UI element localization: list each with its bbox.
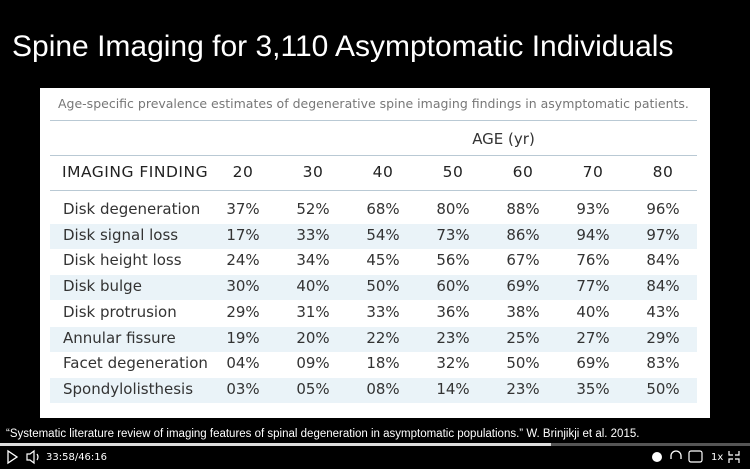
settings-button[interactable] — [652, 452, 662, 462]
time-display: 33:58/46:16 — [46, 452, 108, 463]
table-cell: 50% — [646, 379, 680, 398]
table-cell: 50% — [506, 354, 540, 373]
column-header: 50 — [442, 163, 464, 181]
table-cell: 33% — [296, 225, 330, 244]
column-header: 60 — [512, 163, 534, 181]
table-cell: 69% — [506, 277, 540, 296]
table-cell: 77% — [576, 277, 610, 296]
table-cell: 73% — [436, 225, 470, 244]
rule — [50, 190, 697, 191]
table-cell: 25% — [506, 328, 540, 347]
table-cell: 32% — [436, 354, 470, 373]
table-cell: 76% — [576, 251, 610, 270]
table-cell: 93% — [576, 200, 610, 218]
table-cell: 84% — [646, 251, 680, 270]
row-label: Spondylolisthesis — [63, 379, 194, 398]
row-band — [50, 377, 697, 403]
table-cell: 36% — [436, 302, 470, 321]
row-band — [50, 275, 697, 301]
column-header: IMAGING FINDING — [62, 163, 209, 181]
rule — [50, 155, 697, 156]
row-label: Disk protrusion — [63, 302, 177, 321]
table-cell: 17% — [226, 225, 260, 244]
audio-button[interactable] — [670, 450, 682, 459]
table-cell: 96% — [646, 200, 680, 218]
table-cell: 50% — [366, 277, 400, 296]
table-cell: 88% — [506, 200, 540, 218]
table-cell: 29% — [226, 302, 260, 321]
table-cell: 04% — [226, 354, 260, 373]
table-cell: 52% — [296, 200, 330, 218]
table-cell: 68% — [366, 200, 400, 218]
table-cell: 29% — [646, 328, 680, 347]
table-cell: 40% — [296, 277, 330, 296]
column-header: 40 — [372, 163, 394, 181]
row-band — [50, 223, 697, 249]
table-cell: 83% — [646, 354, 680, 373]
table-cell: 37% — [226, 200, 260, 218]
table-cell: 05% — [296, 379, 330, 398]
table-cell: 43% — [646, 302, 680, 321]
group-header: AGE (yr) — [472, 130, 535, 148]
table-cell: 33% — [366, 302, 400, 321]
table-cell: 40% — [576, 302, 610, 321]
citation: “Systematic literature review of imaging… — [6, 428, 640, 440]
table-cell: 23% — [436, 328, 470, 347]
table-cell: 38% — [506, 302, 540, 321]
rule — [50, 120, 697, 121]
table-cell: 60% — [436, 277, 470, 296]
row-label: Annular fissure — [63, 328, 176, 347]
table-cell: 67% — [506, 251, 540, 270]
column-header: 30 — [302, 163, 324, 181]
slide-title: Spine Imaging for 3,110 Asymptomatic Ind… — [12, 30, 674, 63]
table-cell: 97% — [646, 225, 680, 244]
table-cell: 56% — [436, 251, 470, 270]
table-cell: 18% — [366, 354, 400, 373]
progress-played — [0, 443, 551, 446]
table-cell: 31% — [296, 302, 330, 321]
table-cell: 03% — [226, 379, 260, 398]
column-header: 20 — [232, 163, 254, 181]
table-cell: 27% — [576, 328, 610, 347]
table-cell: 30% — [226, 277, 260, 296]
table-cell: 69% — [576, 354, 610, 373]
fullscreen-button[interactable] — [728, 451, 740, 463]
table-cell: 22% — [366, 328, 400, 347]
table-cell: 34% — [296, 251, 330, 270]
progress-bar[interactable] — [0, 443, 750, 446]
row-label: Disk signal loss — [63, 225, 179, 244]
table-cell: 84% — [646, 277, 680, 296]
row-label: Facet degeneration — [63, 354, 208, 373]
row-band — [50, 326, 697, 352]
volume-button[interactable] — [26, 449, 39, 465]
speed-button[interactable]: 1x — [711, 452, 724, 463]
table-cell: 80% — [436, 200, 470, 218]
table-cell: 35% — [576, 379, 610, 398]
play-button[interactable] — [7, 449, 19, 465]
table-cell: 20% — [296, 328, 330, 347]
cc-button[interactable] — [688, 450, 703, 463]
column-header: 70 — [582, 163, 604, 181]
table-cell: 45% — [366, 251, 400, 270]
column-header: 80 — [652, 163, 674, 181]
table-cell: 94% — [576, 225, 610, 244]
table-cell: 14% — [436, 379, 470, 398]
table-cell: 54% — [366, 225, 400, 244]
row-label: Disk height loss — [63, 251, 182, 270]
table-caption: Age-specific prevalence estimates of deg… — [58, 96, 689, 111]
table-cell: 24% — [226, 251, 260, 270]
table-cell: 08% — [366, 379, 400, 398]
row-label: Disk degeneration — [63, 200, 201, 218]
table-cell: 86% — [506, 225, 540, 244]
table-cell: 09% — [296, 354, 330, 373]
table-cell: 19% — [226, 328, 260, 347]
table-panel: Age-specific prevalence estimates of deg… — [40, 88, 710, 418]
row-label: Disk bulge — [63, 277, 142, 296]
table-cell: 23% — [506, 379, 540, 398]
